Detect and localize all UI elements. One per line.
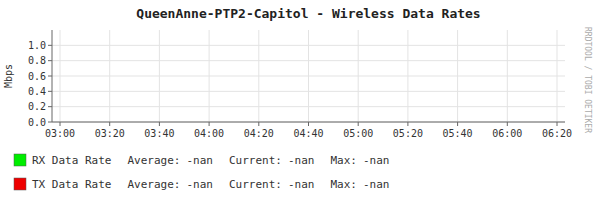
x-tick-label: 06:00 [492,128,522,139]
x-tick [258,122,259,126]
x-tick-label: 03:40 [144,128,174,139]
x-tick-label: 05:00 [343,128,373,139]
y-tick [48,60,52,61]
y-tick [48,122,52,123]
x-tick-label: 03:20 [95,128,125,139]
legend-stat-value: -nan [363,154,390,167]
legend-swatch [14,154,26,166]
x-tick [209,122,210,126]
legend-stat-label: Average: [127,154,180,167]
y-tick [48,91,52,92]
legend-stat-label: Average: [127,178,180,191]
x-tick [457,122,458,126]
x-tick [507,122,508,126]
legend-stat-value: -nan [186,178,213,191]
y-tick-label: 0.6 [28,71,46,82]
grid-line [407,30,408,122]
grid-line [52,122,565,123]
grid [52,30,565,122]
y-axis-label: Mbps [3,64,14,88]
grid-line [557,30,558,122]
grid-line [507,30,508,122]
y-tick [48,106,52,107]
x-tick [407,122,408,126]
y-tick-label: 0.4 [28,86,46,97]
legend-label: TX Data Rate [32,178,111,191]
chart: QueenAnne-PTP2-Capitol - Wireless Data R… [0,0,595,210]
grid-line [358,30,359,122]
x-tick [60,122,61,126]
legend-stat-value: -nan [363,178,390,191]
grid-line [60,30,61,122]
grid-line [457,30,458,122]
grid-line [258,30,259,122]
x-tick-label: 03:00 [45,128,75,139]
x-axis [52,122,565,123]
grid-line [159,30,160,122]
legend-stat-value: -nan [288,154,315,167]
watermark: RRDTOOL / TOBI OETIKER [583,27,592,133]
y-tick-label: 0.2 [28,101,46,112]
grid-line [109,30,110,122]
x-tick-label: 05:40 [443,128,473,139]
legend-label: RX Data Rate [32,154,111,167]
y-tick-label: 0.0 [28,117,46,128]
x-tick [109,122,110,126]
x-tick-label: 06:20 [542,128,572,139]
y-axis [52,30,53,122]
x-tick [358,122,359,126]
y-tick-label: 1.0 [28,40,46,51]
legend-swatch [14,178,26,190]
legend-stat-value: -nan [288,178,315,191]
legend-stat-label: Max: [330,178,357,191]
legend-stat-value: -nan [186,154,213,167]
legend-entry: RX Data Rate Average: -nan Current: -nan Max:… [32,154,389,167]
legend-stat-label: Current: [229,178,282,191]
y-tick-label: 0.8 [28,55,46,66]
x-tick [308,122,309,126]
y-tick [48,45,52,46]
x-tick-label: 04:40 [293,128,323,139]
legend-stat-label: Max: [330,154,357,167]
grid-line [209,30,210,122]
legend: RX Data Rate Average: -nan Current: -nan Max:… [14,154,389,191]
x-tick [557,122,558,126]
legend-entry: TX Data Rate Average: -nan Current: -nan Max:… [32,178,389,191]
x-tick-label: 05:20 [393,128,423,139]
legend-stat-label: Current: [229,154,282,167]
y-tick [48,76,52,77]
x-tick-label: 04:00 [194,128,224,139]
title: QueenAnne-PTP2-Capitol - Wireless Data R… [136,6,480,21]
grid-line [308,30,309,122]
x-tick-label: 04:20 [244,128,274,139]
x-tick [159,122,160,126]
